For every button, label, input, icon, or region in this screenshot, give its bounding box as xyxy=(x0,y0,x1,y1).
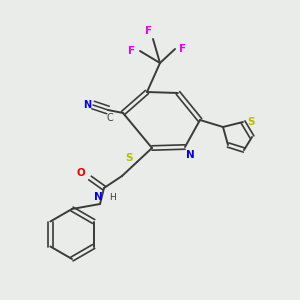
Text: S: S xyxy=(247,117,255,127)
Text: F: F xyxy=(179,44,187,54)
Text: C: C xyxy=(106,113,113,123)
Text: H: H xyxy=(109,193,116,202)
Text: N: N xyxy=(83,100,91,110)
Text: F: F xyxy=(128,46,136,56)
Text: S: S xyxy=(125,153,133,163)
Text: F: F xyxy=(146,26,153,36)
Text: O: O xyxy=(76,168,85,178)
Text: N: N xyxy=(94,192,102,202)
Text: N: N xyxy=(186,150,194,160)
